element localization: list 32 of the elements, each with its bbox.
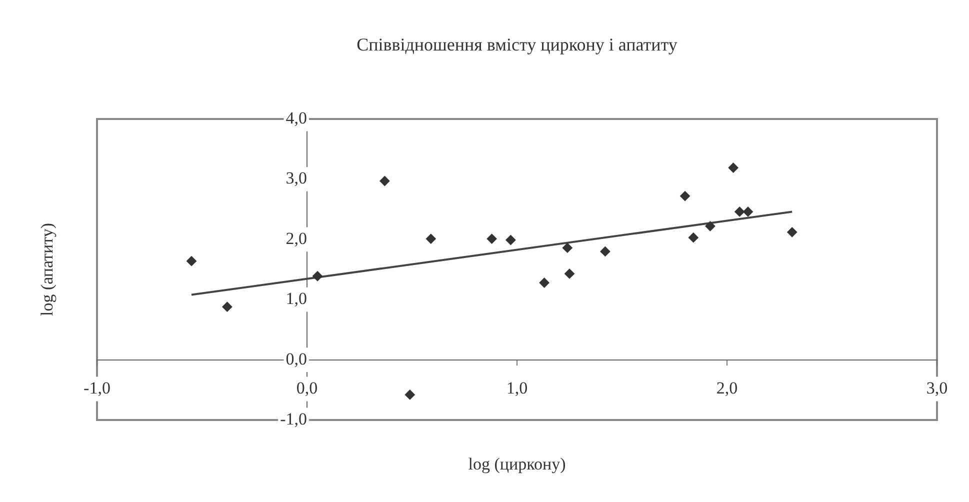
- point: [312, 271, 322, 282]
- point: [743, 206, 753, 217]
- point: [600, 246, 610, 256]
- point: [787, 227, 798, 238]
- y-tick-label: -1,0: [280, 409, 307, 428]
- y-tick-label: 3,0: [286, 168, 307, 188]
- point: [734, 206, 745, 217]
- y-tick-label: 0,0: [286, 349, 307, 368]
- x-tick-label: 1,0: [506, 378, 528, 398]
- y-tick-label: 2,0: [286, 228, 307, 248]
- point: [380, 176, 390, 186]
- chart-title: Співвідношення вмісту циркону і апатиту: [356, 34, 678, 55]
- point: [506, 235, 516, 245]
- y-tick-label: 4,0: [286, 108, 307, 128]
- point: [705, 221, 716, 232]
- y-axis-title: log (апатиту): [37, 222, 56, 316]
- x-tick-label: 3,0: [926, 378, 948, 398]
- point: [404, 390, 415, 400]
- y-tick-label: 1,0: [286, 289, 307, 308]
- point: [186, 256, 196, 266]
- x-tick-label: -1,0: [84, 378, 110, 398]
- x-tick-label: 2,0: [716, 378, 738, 398]
- x-axis-title: log (циркону): [468, 454, 566, 474]
- point: [728, 162, 738, 173]
- point: [564, 268, 574, 279]
- point: [222, 302, 232, 312]
- point: [688, 232, 698, 243]
- point: [562, 242, 572, 253]
- point: [486, 234, 497, 244]
- point: [539, 278, 550, 288]
- point: [680, 191, 690, 202]
- point: [426, 234, 436, 244]
